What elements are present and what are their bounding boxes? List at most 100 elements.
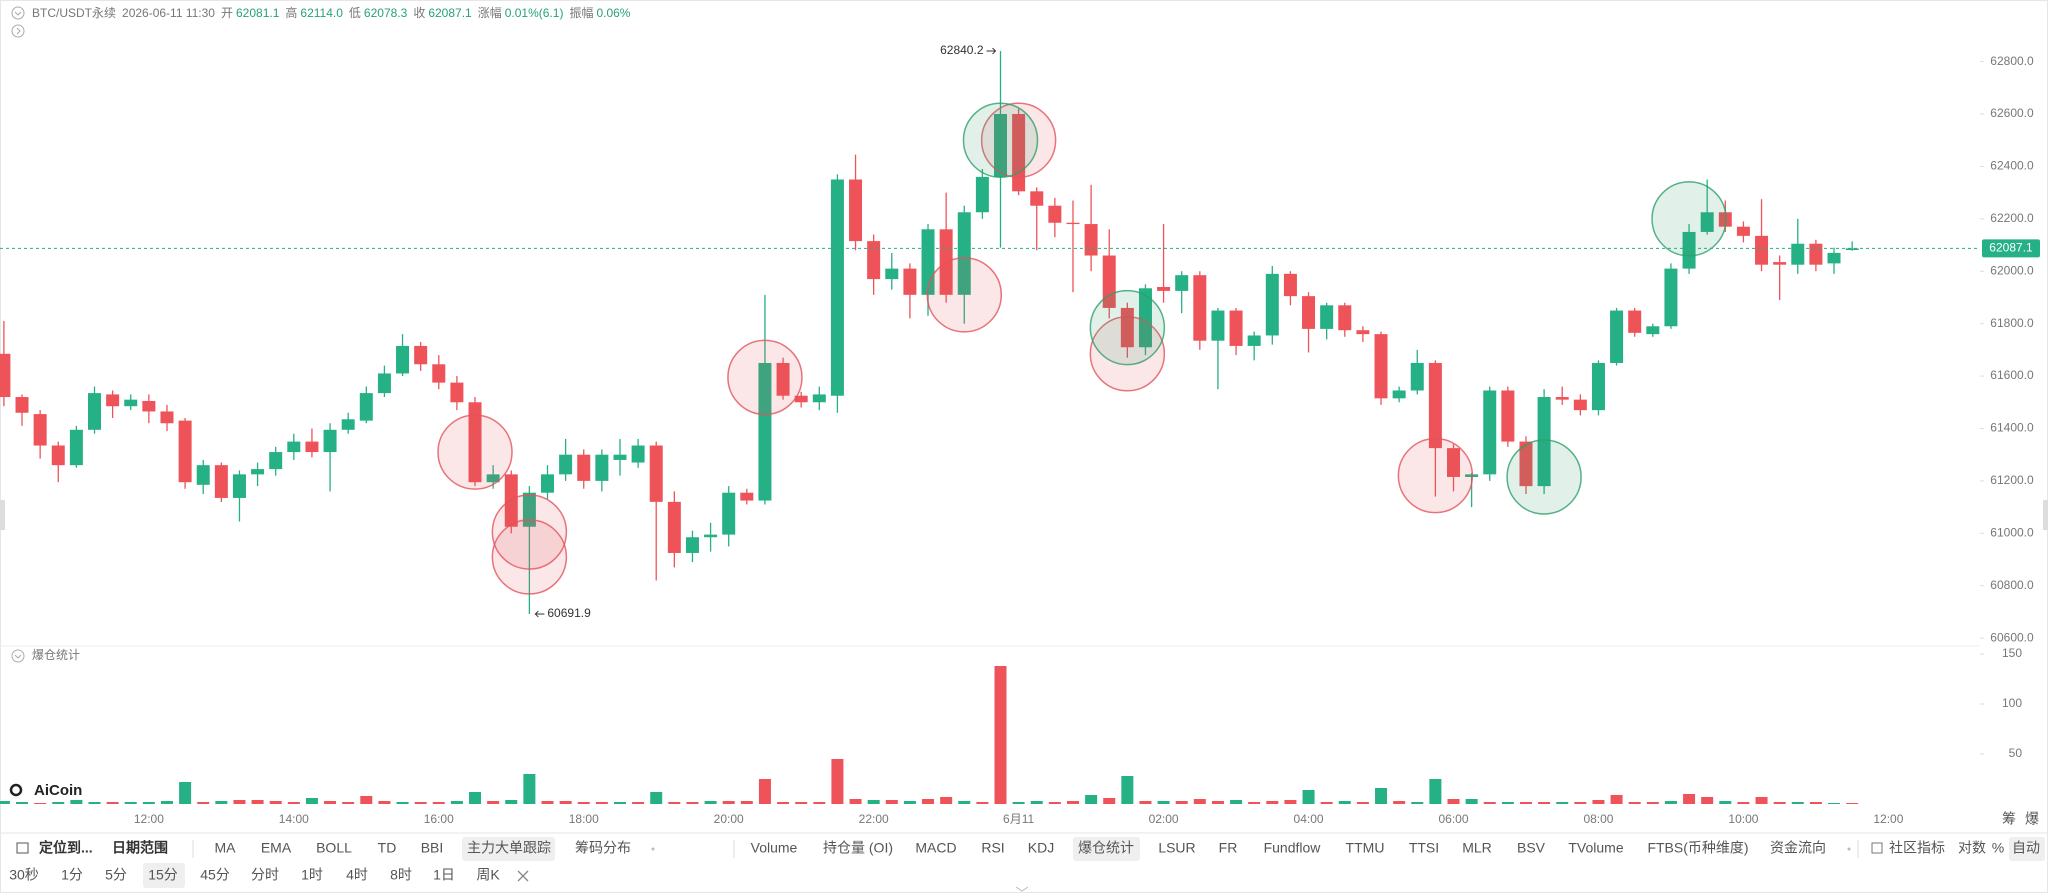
liquidation-bar [160,801,173,804]
toolbar-item[interactable]: 4时 [346,867,368,883]
liquidation-bar [432,802,445,804]
amplitude-value: 0.06% [596,6,630,20]
candle-body [649,445,663,502]
bottom-handle[interactable] [1015,886,1029,892]
liquidation-bar [106,802,119,804]
liquidation-bar [1574,802,1587,804]
candle-body [269,452,283,470]
toolbar-item[interactable]: TD [378,840,397,856]
candle-body [1845,248,1859,250]
toolbar-item[interactable]: Volume [751,840,798,856]
toolbar-item[interactable]: 社区指标 [1889,840,1945,856]
subchart-collapse-icon[interactable] [11,649,25,663]
y-tick-label: 61400.0 [1990,421,2034,435]
toolbar-item[interactable]: TTMU [1346,840,1385,856]
close-icon[interactable] [517,870,529,882]
liquidation-bar [1592,800,1605,804]
liquidation-bar [885,800,898,804]
x-tick-label: 12:00 [1873,812,1903,826]
expand-icon[interactable] [11,24,25,38]
toolbar-item[interactable]: 15分 [148,867,178,883]
toolbar-item[interactable]: EMA [261,840,292,856]
candle-body [613,454,627,460]
toolbar-item[interactable]: 分时 [251,867,279,883]
liquidation-bar [722,801,735,804]
liquidation-bar [1519,802,1532,804]
toolbar-item[interactable]: 5分 [105,867,127,883]
liquidation-bar [1483,802,1496,804]
liquidation-bar [324,801,337,804]
toolbar-item[interactable]: MLR [1462,840,1492,856]
liquidation-bar [650,792,663,804]
collapse-icon[interactable] [11,6,25,20]
candle-body [685,537,699,553]
toolbar-item[interactable]: 8时 [390,867,412,883]
candle-body [1537,397,1551,487]
toolbar-item[interactable]: 定位到... [39,840,93,856]
toolbar-item[interactable]: LSUR [1158,840,1195,856]
toolbar-item[interactable]: RSI [981,840,1004,856]
liquidation-bar [1846,803,1859,804]
active-pill [462,837,555,861]
toolbar-item[interactable]: 爆仓统计 [1078,840,1134,856]
left-handle[interactable] [0,500,5,530]
toolbar-item[interactable]: BOLL [316,840,352,856]
liquidation-bar [16,802,29,804]
big-order-marker [1651,181,1727,257]
toolbar-item[interactable]: 45分 [200,867,230,883]
candle-body [1827,252,1841,264]
candle-body [1175,275,1189,291]
toolbar-item[interactable]: 日期范围 [112,840,168,856]
high-label: 高 [285,5,297,20]
candle-body [740,492,754,501]
y-tick-label: 60800.0 [1990,578,2034,592]
candle-body [232,474,246,498]
toolbar-item[interactable]: 持仓量 (OI) [823,840,893,856]
right-handle[interactable] [2043,500,2048,530]
indicator-icon [1871,842,1883,854]
candle-body [1157,286,1171,291]
toolbar-item[interactable]: MA [215,840,237,856]
toolbar-item[interactable]: 筹码分布 [575,840,631,856]
toolbar-item[interactable]: Fundflow [1264,840,1322,856]
toolbar-item[interactable]: 周K [476,867,500,883]
toolbar-item[interactable]: % [1992,840,2004,856]
candle-body [1410,362,1424,391]
toolbar-item[interactable]: 30秒 [9,867,39,883]
toolbar-item[interactable]: 1日 [433,867,455,883]
toolbar-item[interactable]: 自动 [2012,840,2040,856]
toolbar-item[interactable]: MACD [915,840,956,856]
y-tick-label: 62200.0 [1990,211,2034,225]
subchart-chevron [14,654,22,659]
liquidation-bar [777,802,790,804]
liquidation-bar [251,800,264,804]
change-label: 涨幅 [478,5,502,20]
toolbar-item[interactable]: 1时 [301,867,323,883]
candle-body [1646,326,1660,335]
axis-tab[interactable]: 筹 [2002,811,2016,827]
candle-body [577,454,591,481]
toolbar-item[interactable]: TVolume [1568,840,1623,856]
candle-body [468,402,482,483]
toolbar-item[interactable]: TTSI [1409,840,1439,856]
toolbar-item[interactable]: 1分 [61,867,83,883]
toolbar-item[interactable]: 资金流向 [1770,840,1826,856]
liquidation-bar [1719,801,1732,804]
candle-body [88,393,101,430]
liquidation-bar [1103,798,1116,804]
candle-body [776,362,790,396]
big-order-marker [980,102,1057,178]
liquidation-bar [1211,801,1224,804]
candle-body [432,364,446,383]
axis-tab[interactable]: 爆 [2025,811,2039,827]
toolbar-item[interactable]: 对数 [1958,840,1986,856]
liquidation-bar [849,799,862,804]
candle-body [1066,222,1080,225]
liquidation-bar [1773,802,1786,804]
toolbar-item[interactable]: BBI [421,840,444,856]
toolbar-item[interactable]: KDJ [1028,840,1054,856]
toolbar-item[interactable]: 主力大单跟踪 [467,840,551,856]
toolbar-item[interactable]: FR [1219,840,1238,856]
toolbar-item[interactable]: BSV [1517,840,1546,856]
toolbar-item[interactable]: FTBS(币种维度) [1647,840,1748,856]
